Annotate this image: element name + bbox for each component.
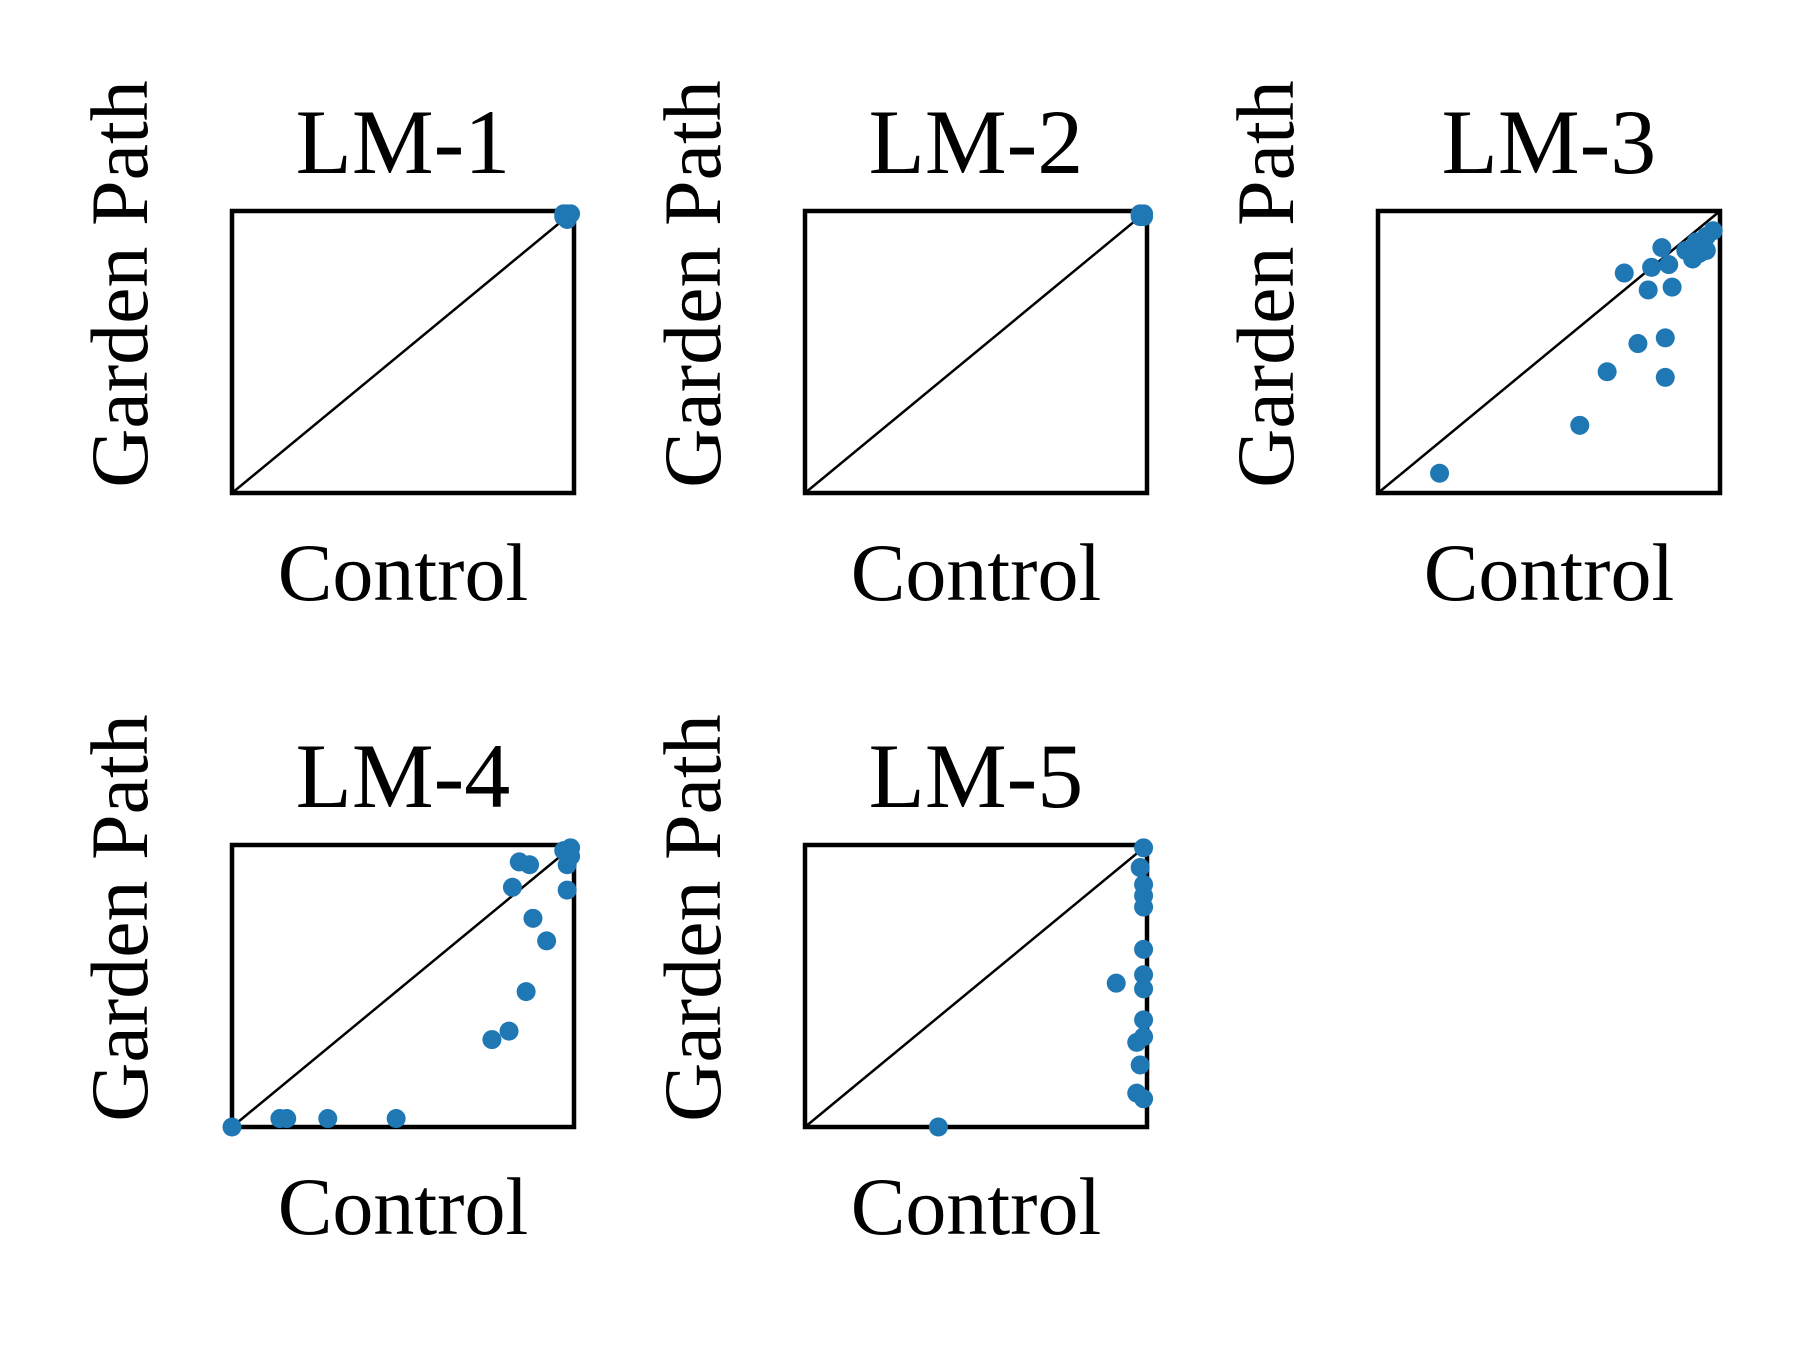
data-point	[1662, 277, 1682, 297]
data-point	[557, 880, 577, 900]
diagonal-line	[804, 210, 1148, 494]
panel-4: LM-4 Control Garden Path	[74, 714, 581, 1252]
data-point	[1570, 415, 1590, 435]
panel-title: LM-3	[1442, 91, 1657, 193]
data-point	[1134, 965, 1154, 985]
data-point	[1628, 334, 1648, 354]
data-point	[386, 1109, 406, 1129]
data-point	[222, 1117, 242, 1137]
y-axis-label: Garden Path	[74, 80, 165, 488]
panel-title: LM-5	[869, 725, 1084, 827]
panel-5: LM-5 Control Garden Path	[647, 714, 1154, 1252]
data-point	[318, 1109, 338, 1129]
data-point	[1134, 1089, 1154, 1109]
data-point	[928, 1117, 948, 1137]
panel-1: LM-1 Control Garden Path	[74, 80, 581, 618]
panel-title: LM-4	[296, 725, 511, 827]
y-axis-label: Garden Path	[647, 80, 738, 488]
data-point	[1703, 221, 1723, 241]
data-point	[523, 908, 543, 928]
data-point	[1597, 362, 1617, 382]
data-point	[1642, 257, 1662, 277]
x-axis-label: Control	[851, 1161, 1102, 1252]
x-axis-label: Control	[278, 1161, 529, 1252]
data-point	[1130, 858, 1150, 878]
panel-title: LM-2	[869, 91, 1084, 193]
data-point	[1652, 238, 1672, 258]
panel-title: LM-1	[296, 91, 511, 193]
x-axis-label: Control	[1424, 527, 1675, 618]
y-axis-label: Garden Path	[74, 714, 165, 1122]
data-point	[1134, 1027, 1154, 1047]
data-point	[516, 982, 536, 1002]
data-point	[1655, 367, 1675, 387]
data-point	[1130, 1055, 1150, 1075]
data-point	[1134, 874, 1154, 894]
diagonal-line	[804, 844, 1148, 1128]
data-point	[1659, 255, 1679, 275]
x-axis-label: Control	[278, 527, 529, 618]
data-point	[1106, 973, 1126, 993]
data-point	[561, 838, 581, 858]
panel-3: LM-3 Control Garden Path	[1220, 80, 1723, 618]
data-point	[509, 852, 529, 872]
data-point	[1614, 263, 1634, 283]
data-point	[1134, 838, 1154, 858]
data-point	[557, 204, 577, 224]
axes-frame	[229, 208, 577, 496]
x-axis-label: Control	[851, 527, 1102, 618]
data-point	[537, 931, 557, 951]
y-axis-label: Garden Path	[1220, 80, 1311, 488]
axes-frame	[1375, 208, 1723, 496]
data-point	[1430, 463, 1450, 483]
data-point	[1134, 939, 1154, 959]
data-point	[482, 1030, 502, 1050]
data-point	[499, 1021, 519, 1041]
data-point	[1134, 979, 1154, 999]
y-axis-label: Garden Path	[647, 714, 738, 1122]
data-point	[502, 877, 522, 897]
data-point	[1655, 328, 1675, 348]
data-point	[277, 1109, 297, 1129]
data-point	[1638, 280, 1658, 300]
axes-frame	[802, 208, 1150, 496]
diagonal-line	[231, 210, 575, 494]
data-point	[1134, 207, 1154, 227]
data-point	[1134, 1010, 1154, 1030]
panel-2: LM-2 Control Garden Path	[647, 80, 1154, 618]
axes-frame	[229, 842, 577, 1130]
